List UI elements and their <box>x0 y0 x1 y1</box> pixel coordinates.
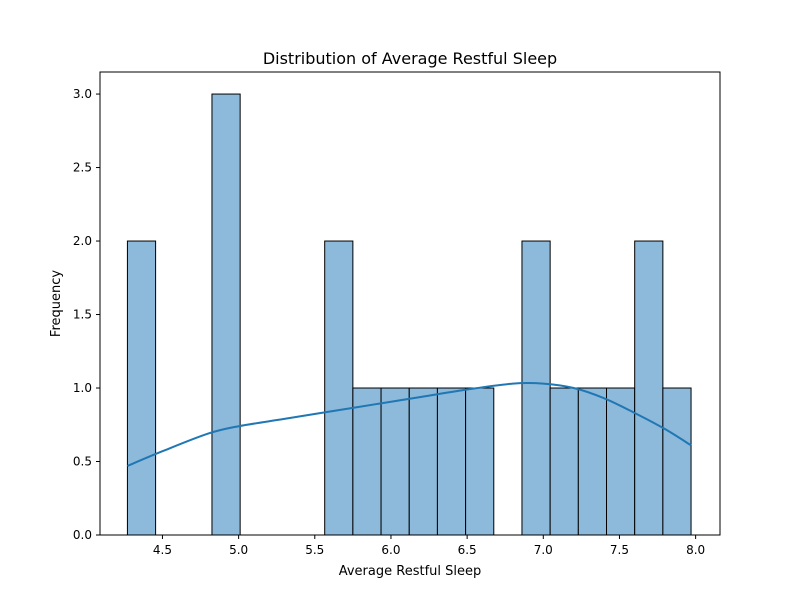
x-tick-label: 4.5 <box>153 543 172 557</box>
x-tick-label: 8.0 <box>686 543 705 557</box>
x-axis-label: Average Restful Sleep <box>339 564 482 579</box>
histogram-bar <box>211 93 241 536</box>
histogram-bar <box>126 240 157 536</box>
histogram-bar <box>521 240 551 536</box>
x-tick-label: 5.5 <box>305 543 324 557</box>
y-tick-label: 2.5 <box>73 161 92 175</box>
histogram-bar <box>352 387 382 536</box>
x-tick-label: 7.5 <box>610 543 629 557</box>
y-tick-label: 0.0 <box>73 528 92 542</box>
histogram-bar <box>549 387 579 536</box>
histogram-bar <box>577 387 608 536</box>
x-tick-label: 5.0 <box>229 543 248 557</box>
chart-title: Distribution of Average Restful Sleep <box>263 49 557 68</box>
histogram-bar <box>606 387 636 536</box>
histogram-bar <box>662 387 692 536</box>
histogram-bar <box>324 240 354 536</box>
bars-group <box>126 93 692 536</box>
y-axis-label: Frequency <box>49 270 64 337</box>
y-tick-label: 2.0 <box>73 234 92 248</box>
x-tick-label: 6.0 <box>381 543 400 557</box>
x-tick-label: 6.5 <box>458 543 477 557</box>
histogram-bar <box>634 240 664 536</box>
kde-curve <box>127 381 692 467</box>
y-tick-label: 1.5 <box>73 308 92 322</box>
histogram-bar <box>465 387 495 536</box>
y-tick-label: 1.0 <box>73 381 92 395</box>
y-tick-label: 0.5 <box>73 455 92 469</box>
histogram-bar <box>436 387 467 536</box>
y-axis-ticks: 0.0 0.5 1.0 1.5 2.0 2.5 3.0 <box>73 87 100 542</box>
plot-frame <box>99 71 721 536</box>
y-tick-label: 3.0 <box>73 87 92 101</box>
histogram-bar <box>408 387 438 536</box>
x-axis-ticks: 4.5 5.0 5.5 6.0 6.5 7.0 7.5 8.0 <box>153 535 705 557</box>
histogram-bar <box>380 387 410 536</box>
x-tick-label: 7.0 <box>534 543 553 557</box>
